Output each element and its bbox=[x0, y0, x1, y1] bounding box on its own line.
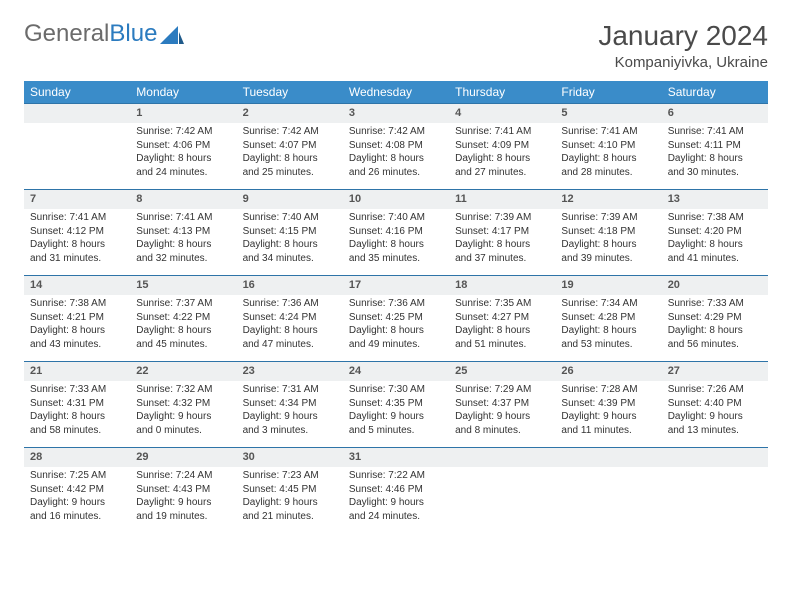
day-cell: Sunrise: 7:38 AM Sunset: 4:21 PM Dayligh… bbox=[24, 295, 130, 362]
day-number: 8 bbox=[130, 190, 236, 210]
day-number: 14 bbox=[24, 276, 130, 296]
day-number: 4 bbox=[449, 104, 555, 124]
day-cell: Sunrise: 7:29 AM Sunset: 4:37 PM Dayligh… bbox=[449, 381, 555, 448]
day-number: 12 bbox=[555, 190, 661, 210]
logo-sail-icon bbox=[160, 26, 184, 44]
day-cell: Sunrise: 7:37 AM Sunset: 4:22 PM Dayligh… bbox=[130, 295, 236, 362]
day-cell: Sunrise: 7:25 AM Sunset: 4:42 PM Dayligh… bbox=[24, 467, 130, 533]
day-cell: Sunrise: 7:32 AM Sunset: 4:32 PM Dayligh… bbox=[130, 381, 236, 448]
day-number-row: 123456 bbox=[24, 104, 768, 124]
day-number: 2 bbox=[237, 104, 343, 124]
day-cell: Sunrise: 7:42 AM Sunset: 4:07 PM Dayligh… bbox=[237, 123, 343, 190]
day-number: 15 bbox=[130, 276, 236, 296]
day-number: 13 bbox=[662, 190, 768, 210]
weekday-header: Sunday bbox=[24, 81, 130, 104]
day-number bbox=[662, 448, 768, 468]
day-content-row: Sunrise: 7:42 AM Sunset: 4:06 PM Dayligh… bbox=[24, 123, 768, 190]
day-number: 5 bbox=[555, 104, 661, 124]
day-number: 28 bbox=[24, 448, 130, 468]
day-cell: Sunrise: 7:22 AM Sunset: 4:46 PM Dayligh… bbox=[343, 467, 449, 533]
day-number-row: 21222324252627 bbox=[24, 362, 768, 382]
day-cell: Sunrise: 7:40 AM Sunset: 4:16 PM Dayligh… bbox=[343, 209, 449, 276]
day-cell: Sunrise: 7:41 AM Sunset: 4:12 PM Dayligh… bbox=[24, 209, 130, 276]
day-cell: Sunrise: 7:34 AM Sunset: 4:28 PM Dayligh… bbox=[555, 295, 661, 362]
day-cell bbox=[449, 467, 555, 533]
day-number: 30 bbox=[237, 448, 343, 468]
day-cell: Sunrise: 7:31 AM Sunset: 4:34 PM Dayligh… bbox=[237, 381, 343, 448]
day-number: 27 bbox=[662, 362, 768, 382]
logo-text-blue: Blue bbox=[109, 20, 157, 48]
day-number: 31 bbox=[343, 448, 449, 468]
day-number: 22 bbox=[130, 362, 236, 382]
calendar-table: Sunday Monday Tuesday Wednesday Thursday… bbox=[24, 81, 768, 533]
location: Kompaniyivka, Ukraine bbox=[598, 54, 768, 71]
weekday-header: Wednesday bbox=[343, 81, 449, 104]
weekday-header: Saturday bbox=[662, 81, 768, 104]
day-number: 11 bbox=[449, 190, 555, 210]
day-content-row: Sunrise: 7:38 AM Sunset: 4:21 PM Dayligh… bbox=[24, 295, 768, 362]
month-title: January 2024 bbox=[598, 20, 768, 52]
day-number: 16 bbox=[237, 276, 343, 296]
day-cell bbox=[24, 123, 130, 190]
day-cell: Sunrise: 7:33 AM Sunset: 4:31 PM Dayligh… bbox=[24, 381, 130, 448]
day-number: 20 bbox=[662, 276, 768, 296]
day-number-row: 14151617181920 bbox=[24, 276, 768, 296]
day-number: 10 bbox=[343, 190, 449, 210]
day-cell: Sunrise: 7:41 AM Sunset: 4:13 PM Dayligh… bbox=[130, 209, 236, 276]
day-number bbox=[24, 104, 130, 124]
day-cell: Sunrise: 7:26 AM Sunset: 4:40 PM Dayligh… bbox=[662, 381, 768, 448]
day-cell: Sunrise: 7:42 AM Sunset: 4:06 PM Dayligh… bbox=[130, 123, 236, 190]
day-number: 18 bbox=[449, 276, 555, 296]
day-number: 7 bbox=[24, 190, 130, 210]
day-content-row: Sunrise: 7:25 AM Sunset: 4:42 PM Dayligh… bbox=[24, 467, 768, 533]
day-cell bbox=[555, 467, 661, 533]
weekday-header: Friday bbox=[555, 81, 661, 104]
weekday-header-row: Sunday Monday Tuesday Wednesday Thursday… bbox=[24, 81, 768, 104]
day-number: 25 bbox=[449, 362, 555, 382]
day-number: 19 bbox=[555, 276, 661, 296]
day-cell: Sunrise: 7:39 AM Sunset: 4:17 PM Dayligh… bbox=[449, 209, 555, 276]
day-number: 29 bbox=[130, 448, 236, 468]
day-cell: Sunrise: 7:41 AM Sunset: 4:11 PM Dayligh… bbox=[662, 123, 768, 190]
day-number: 26 bbox=[555, 362, 661, 382]
day-cell bbox=[662, 467, 768, 533]
day-number: 21 bbox=[24, 362, 130, 382]
day-number: 17 bbox=[343, 276, 449, 296]
day-number: 24 bbox=[343, 362, 449, 382]
day-cell: Sunrise: 7:42 AM Sunset: 4:08 PM Dayligh… bbox=[343, 123, 449, 190]
day-cell: Sunrise: 7:28 AM Sunset: 4:39 PM Dayligh… bbox=[555, 381, 661, 448]
day-content-row: Sunrise: 7:41 AM Sunset: 4:12 PM Dayligh… bbox=[24, 209, 768, 276]
title-block: January 2024 Kompaniyivka, Ukraine bbox=[598, 20, 768, 71]
day-cell: Sunrise: 7:30 AM Sunset: 4:35 PM Dayligh… bbox=[343, 381, 449, 448]
day-cell: Sunrise: 7:39 AM Sunset: 4:18 PM Dayligh… bbox=[555, 209, 661, 276]
day-number: 9 bbox=[237, 190, 343, 210]
day-number-row: 78910111213 bbox=[24, 190, 768, 210]
day-content-row: Sunrise: 7:33 AM Sunset: 4:31 PM Dayligh… bbox=[24, 381, 768, 448]
day-cell: Sunrise: 7:36 AM Sunset: 4:25 PM Dayligh… bbox=[343, 295, 449, 362]
day-cell: Sunrise: 7:36 AM Sunset: 4:24 PM Dayligh… bbox=[237, 295, 343, 362]
day-cell: Sunrise: 7:41 AM Sunset: 4:10 PM Dayligh… bbox=[555, 123, 661, 190]
day-number-row: 28293031 bbox=[24, 448, 768, 468]
logo: GeneralBlue bbox=[24, 20, 184, 48]
header: GeneralBlue January 2024 Kompaniyivka, U… bbox=[24, 20, 768, 71]
day-number: 1 bbox=[130, 104, 236, 124]
day-number: 23 bbox=[237, 362, 343, 382]
day-number: 6 bbox=[662, 104, 768, 124]
day-cell: Sunrise: 7:41 AM Sunset: 4:09 PM Dayligh… bbox=[449, 123, 555, 190]
day-cell: Sunrise: 7:24 AM Sunset: 4:43 PM Dayligh… bbox=[130, 467, 236, 533]
logo-text-general: General bbox=[24, 20, 109, 48]
day-cell: Sunrise: 7:38 AM Sunset: 4:20 PM Dayligh… bbox=[662, 209, 768, 276]
day-cell: Sunrise: 7:33 AM Sunset: 4:29 PM Dayligh… bbox=[662, 295, 768, 362]
day-cell: Sunrise: 7:40 AM Sunset: 4:15 PM Dayligh… bbox=[237, 209, 343, 276]
day-number bbox=[449, 448, 555, 468]
day-number bbox=[555, 448, 661, 468]
weekday-header: Thursday bbox=[449, 81, 555, 104]
weekday-header: Tuesday bbox=[237, 81, 343, 104]
day-number: 3 bbox=[343, 104, 449, 124]
day-cell: Sunrise: 7:35 AM Sunset: 4:27 PM Dayligh… bbox=[449, 295, 555, 362]
weekday-header: Monday bbox=[130, 81, 236, 104]
day-cell: Sunrise: 7:23 AM Sunset: 4:45 PM Dayligh… bbox=[237, 467, 343, 533]
